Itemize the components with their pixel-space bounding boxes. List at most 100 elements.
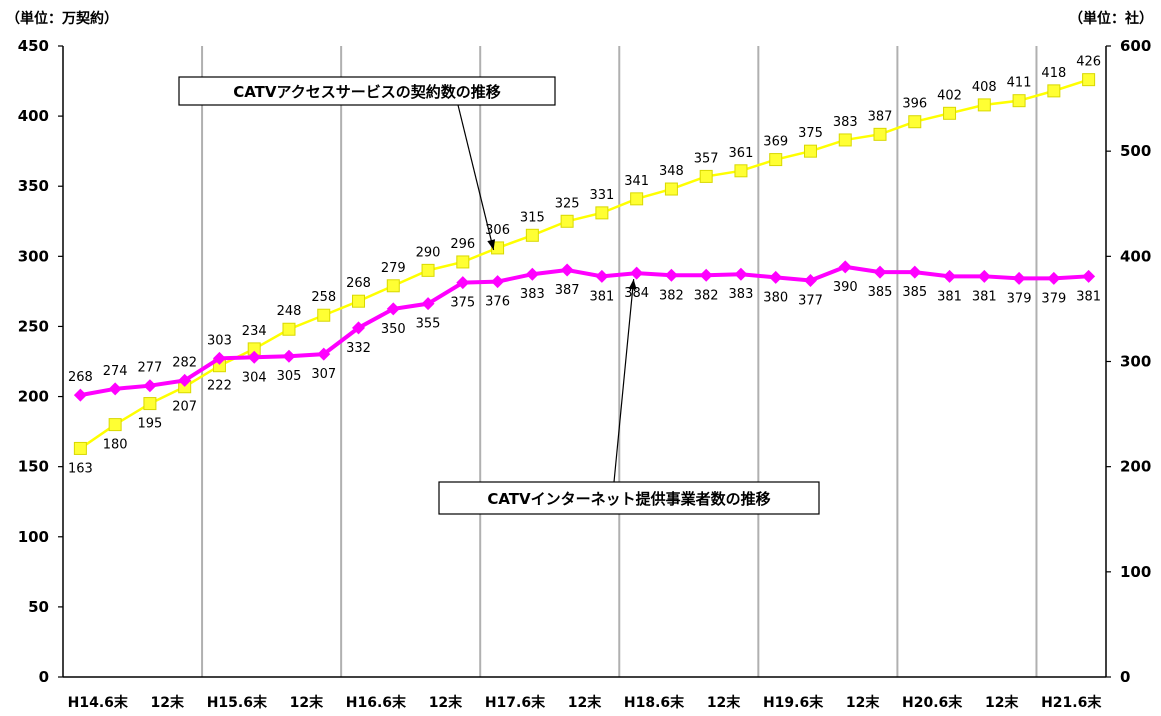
internet-providers-data-label: 274 (103, 364, 128, 379)
left-tick-label: 100 (18, 528, 49, 546)
series-access-contracts-point (491, 241, 505, 255)
series-internet-providers-point (386, 302, 400, 316)
access-contracts-data-label: 411 (1007, 76, 1032, 91)
series-access-contracts-point (108, 418, 122, 432)
x-tick-label: H14.6末 (68, 694, 129, 711)
callout-arrowhead (628, 279, 637, 290)
access-contracts-data-label: 383 (833, 115, 858, 130)
internet-providers-data-label: 383 (729, 287, 754, 302)
access-contracts-data-label: 180 (103, 438, 128, 453)
series-internet-providers-point (699, 268, 713, 282)
internet-providers-data-label: 382 (694, 288, 719, 303)
left-tick-label: 450 (18, 37, 49, 55)
right-tick-label: 600 (1120, 37, 1151, 55)
callout: CATVインターネット提供事業者数の推移 (438, 279, 820, 515)
series-access-contracts-point (317, 308, 331, 322)
access-contracts-data-label: 361 (729, 146, 754, 161)
access-contracts-data-label: 331 (589, 188, 614, 203)
series-access-contracts-point (1047, 84, 1061, 98)
series-group (73, 73, 1096, 455)
series-access-contracts-point (1082, 73, 1096, 87)
access-contracts-data-label: 341 (624, 174, 649, 189)
x-tick-label: 12末 (568, 694, 602, 711)
access-contracts-data-label: 306 (485, 223, 510, 238)
series-access-contracts-point (664, 182, 678, 196)
series-access-contracts-point (699, 169, 713, 183)
access-contracts-data-label: 207 (172, 400, 197, 415)
access-contracts-data-label: 279 (381, 261, 406, 276)
left-tick-label: 400 (18, 107, 49, 125)
series-internet-providers-point (317, 347, 331, 361)
internet-providers-data-label: 303 (207, 333, 232, 348)
series-internet-providers-point (630, 266, 644, 280)
x-tick-label: 12末 (290, 694, 324, 711)
internet-providers-data-label: 304 (242, 370, 267, 385)
access-contracts-data-label: 396 (902, 97, 927, 112)
access-contracts-data-label: 258 (311, 290, 336, 305)
internet-providers-data-label: 387 (555, 283, 580, 298)
series-internet-providers-point (108, 382, 122, 396)
x-tick-label: H19.6末 (763, 694, 824, 711)
series-internet-providers-point (943, 269, 957, 283)
access-contracts-data-label: 195 (138, 417, 163, 432)
left-tick-label: 150 (18, 458, 49, 476)
access-contracts-data-label: 418 (1041, 66, 1066, 81)
internet-providers-data-label: 375 (450, 296, 475, 311)
series-access-contracts-point (143, 397, 157, 411)
series-access-contracts-point (630, 192, 644, 206)
internet-providers-data-label: 377 (798, 294, 823, 309)
series-access-contracts-point (908, 115, 922, 129)
x-axis-ticks: H14.6末 12末 H15.6末 12末 H16.6末 12末 H17.6末 12末 H18.… (68, 694, 1103, 711)
access-contracts-data-label: 325 (555, 196, 580, 211)
internet-providers-data-label: 380 (763, 290, 788, 305)
callout-text: CATVアクセスサービスの契約数の推移 (233, 83, 501, 101)
series-internet-providers-point (73, 388, 87, 402)
left-axis-ticks: 0 50 100 150 200 250 300 350 400 450 (18, 37, 63, 686)
internet-providers-data-label: 376 (485, 295, 510, 310)
internet-providers-data-label: 307 (311, 367, 336, 382)
access-contracts-data-label: 369 (763, 135, 788, 150)
internet-providers-data-label: 381 (937, 289, 962, 304)
internet-providers-data-label: 277 (138, 361, 163, 376)
internet-providers-data-label: 390 (833, 280, 858, 295)
access-contracts-data-label: 315 (520, 210, 545, 225)
internet-providers-data-label: 384 (624, 286, 649, 301)
series-access-contracts-point (873, 127, 887, 141)
access-contracts-data-label: 408 (972, 80, 997, 95)
right-axis-unit-label: （単位：社） (1069, 11, 1153, 27)
callout-text: CATVインターネット提供事業者数の推移 (487, 490, 770, 508)
x-tick-label: 12末 (985, 694, 1019, 711)
series-internet-providers-point (247, 350, 261, 364)
right-tick-label: 100 (1120, 563, 1151, 581)
internet-providers-data-label: 381 (972, 289, 997, 304)
series-access-contracts-point (560, 214, 574, 228)
series-access-contracts-point (282, 322, 296, 336)
callout-arrowhead (487, 239, 496, 250)
internet-providers-data-label: 268 (68, 370, 93, 385)
series-internet-providers-point (1012, 271, 1026, 285)
left-axis-unit-label: （単位：万契約） (6, 11, 118, 27)
access-contracts-data-label: 290 (416, 245, 441, 260)
access-contracts-data-label: 296 (450, 237, 475, 252)
series-internet-providers-line (80, 264, 1089, 398)
right-tick-label: 300 (1120, 353, 1151, 371)
series-internet-providers-point (143, 379, 157, 393)
access-contracts-data-label: 402 (937, 88, 962, 103)
left-tick-label: 300 (18, 247, 49, 265)
left-tick-label: 50 (28, 598, 49, 616)
series-internet-providers-point (734, 267, 748, 281)
series-access-contracts-point (525, 228, 539, 242)
left-tick-label: 200 (18, 388, 49, 406)
internet-providers-data-label: 381 (1076, 289, 1101, 304)
series-internet-providers-point (1082, 269, 1096, 283)
access-contracts-data-label: 248 (277, 304, 302, 319)
series-internet-providers-point (352, 321, 366, 335)
internet-providers-data-label: 382 (659, 288, 684, 303)
right-axis-ticks: 0 100 200 300 400 500 600 (1106, 37, 1151, 686)
series-access-contracts-point (352, 294, 366, 308)
left-tick-label: 350 (18, 177, 49, 195)
series-internet-providers-point (873, 265, 887, 279)
right-tick-label: 500 (1120, 142, 1151, 160)
series-internet-providers-point (595, 269, 609, 283)
